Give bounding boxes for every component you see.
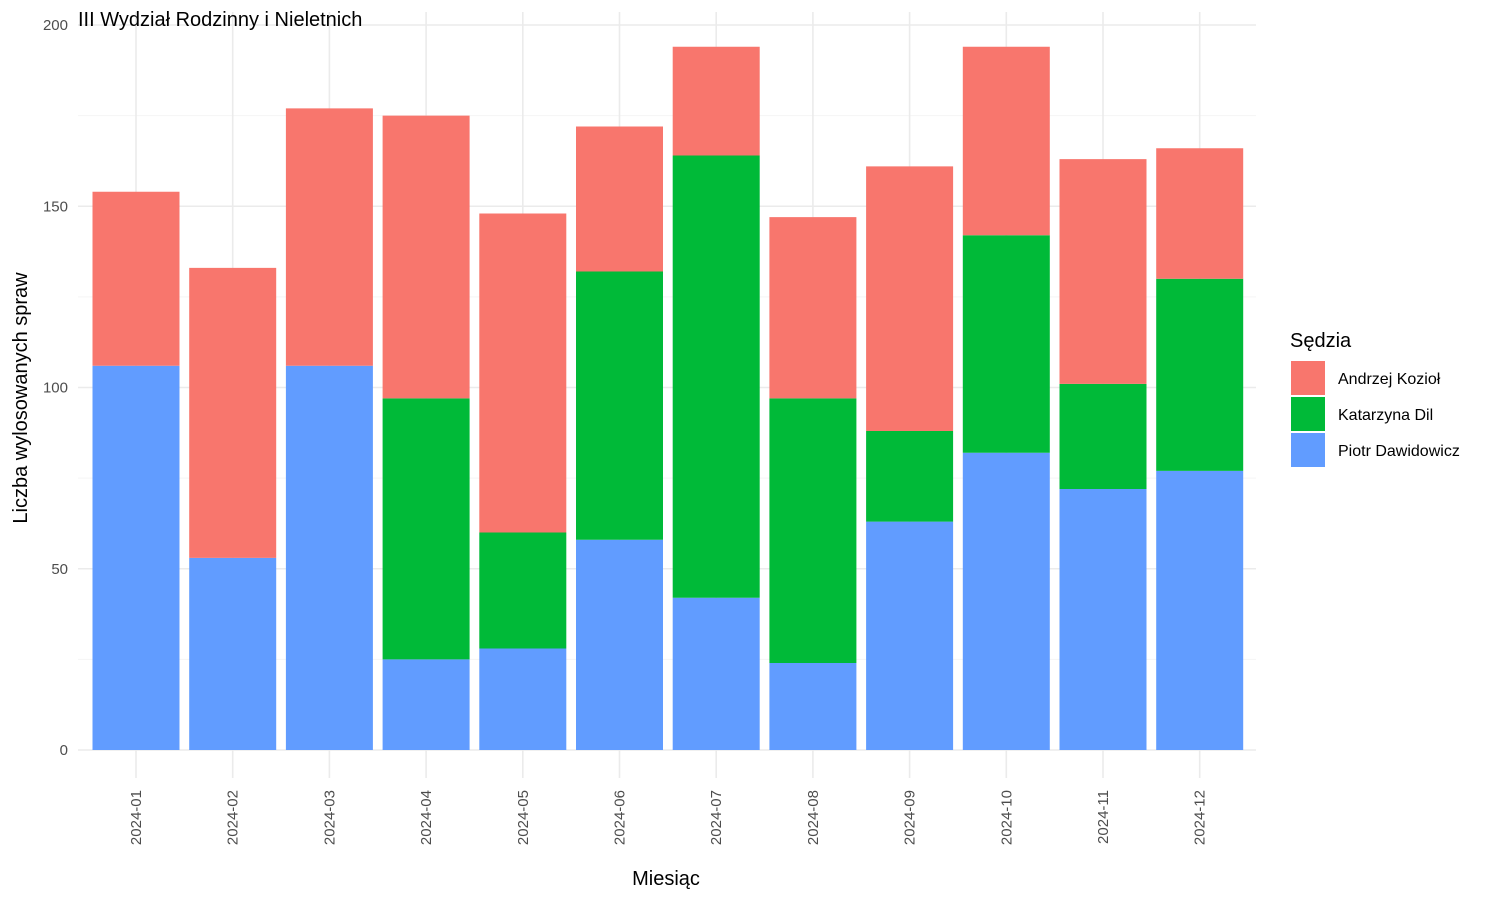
- y-tick-label: 0: [60, 742, 68, 759]
- bar-segment: [479, 648, 567, 750]
- x-tick-label: 2024-10: [998, 790, 1015, 845]
- bar-segment: [769, 217, 857, 399]
- y-tick-label: 50: [51, 561, 68, 578]
- legend-title: Sędzia: [1290, 330, 1352, 352]
- x-tick-label: 2024-06: [612, 790, 629, 845]
- x-tick-label: 2024-11: [1095, 790, 1112, 844]
- bar-segment: [382, 659, 470, 750]
- bar-segment: [189, 267, 277, 558]
- bar-segment: [1059, 383, 1147, 489]
- bar-segment: [962, 452, 1050, 750]
- bar-segment: [1059, 159, 1147, 384]
- legend-label: Andrzej Kozioł: [1338, 371, 1441, 388]
- bar-segment: [1156, 470, 1244, 750]
- bar-segment: [576, 126, 663, 272]
- x-tick-label: 2024-02: [225, 790, 242, 845]
- bar-segment: [962, 235, 1050, 453]
- legend-label: Piotr Dawidowicz: [1338, 443, 1460, 460]
- legend-items: Andrzej Kozioł Katarzyna Dil Piotr Dawidow…: [1291, 361, 1460, 467]
- legend-label: Katarzyna Dil: [1338, 407, 1433, 424]
- bar-segment: [382, 398, 470, 660]
- x-axis-ticks: 2024-01 2024-02 2024-03 2024-04 2024-05 2024-…: [128, 790, 1209, 845]
- legend-swatch: [1291, 433, 1325, 467]
- bar-segment: [866, 166, 954, 431]
- y-axis-title: Liczba wylosowanych spraw: [10, 272, 32, 524]
- bars: [92, 46, 1244, 750]
- legend-swatch: [1291, 361, 1325, 395]
- bar-segment: [1156, 148, 1244, 279]
- chart-title: III Wydział Rodzinny i Nieletnich: [78, 9, 362, 31]
- x-tick-label: 2024-09: [902, 790, 919, 845]
- bar-segment: [962, 46, 1050, 236]
- bar-segment: [479, 213, 567, 533]
- bar-segment: [576, 271, 663, 540]
- x-tick-label: 2024-08: [805, 790, 822, 845]
- bar-segment: [285, 108, 373, 366]
- y-tick-label: 150: [43, 198, 68, 215]
- bar-segment: [1059, 489, 1147, 750]
- bar-segment: [866, 521, 954, 750]
- bar-segment: [576, 539, 663, 750]
- bar-segment: [1156, 278, 1244, 471]
- x-tick-label: 2024-03: [321, 790, 338, 845]
- bar-segment: [382, 115, 470, 399]
- bar-segment: [92, 365, 180, 750]
- x-tick-label: 2024-12: [1192, 790, 1209, 845]
- bar-segment: [769, 398, 857, 663]
- y-axis-ticks: 0 50 100 150 200: [43, 17, 68, 759]
- y-tick-label: 200: [43, 17, 68, 34]
- x-axis-title: Miesiąc: [632, 868, 700, 890]
- bar-segment: [672, 597, 760, 750]
- bar-segment: [769, 663, 857, 750]
- x-tick-label: 2024-05: [515, 790, 532, 845]
- bar-segment: [189, 557, 277, 750]
- bar-segment: [92, 191, 180, 366]
- bar-segment: [672, 46, 760, 156]
- y-tick-label: 100: [43, 380, 68, 397]
- bar-segment: [672, 155, 760, 598]
- legend: Sędzia Andrzej Kozioł Katarzyna Dil Piotr …: [1290, 330, 1460, 467]
- legend-swatch: [1291, 397, 1325, 431]
- bar-segment: [479, 532, 567, 649]
- bar-segment: [866, 431, 954, 522]
- x-tick-label: 2024-04: [418, 790, 435, 845]
- x-tick-label: 2024-07: [708, 790, 725, 845]
- bar-segment: [285, 365, 373, 750]
- x-tick-label: 2024-01: [128, 790, 145, 845]
